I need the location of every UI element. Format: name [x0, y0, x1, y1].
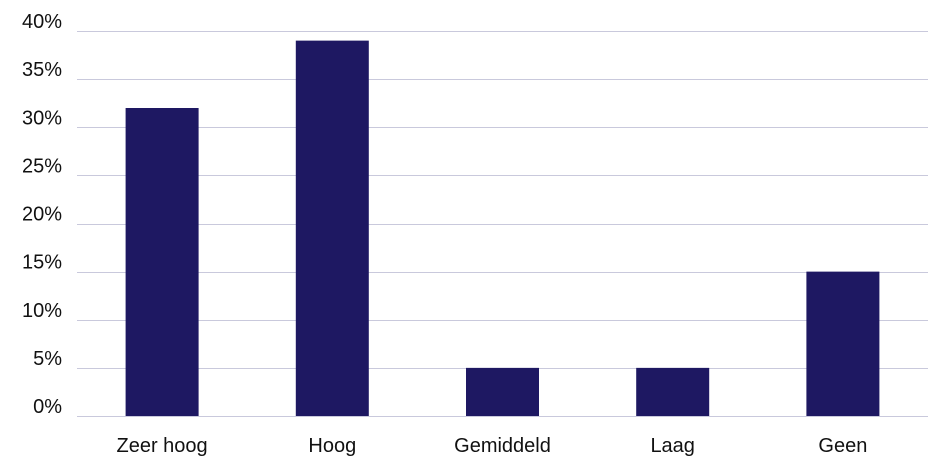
y-tick-label: 35% — [22, 59, 62, 81]
y-tick-label: 25% — [22, 155, 62, 177]
x-tick-label: Geen — [818, 435, 867, 456]
y-tick-label: 15% — [22, 252, 62, 274]
x-axis-tick-labels: Zeer hoog Hoog Gemiddeld Laag Geen — [117, 435, 868, 456]
y-tick-label: 10% — [22, 300, 62, 322]
bar-gemiddeld — [466, 367, 539, 416]
x-tick-label: Laag — [650, 435, 695, 456]
x-tick-label: Zeer hoog — [117, 435, 208, 456]
y-tick-label: 30% — [22, 107, 62, 129]
bar-zeer-hoog — [125, 108, 199, 416]
y-tick-label: 20% — [22, 204, 62, 226]
bar-hoog — [295, 40, 369, 416]
y-tick-label: 40% — [22, 11, 62, 33]
y-tick-label: 5% — [33, 348, 62, 370]
y-tick-label: 0% — [33, 396, 62, 418]
bars — [125, 40, 880, 416]
x-tick-label: Hoog — [308, 435, 356, 456]
x-tick-label: Gemiddeld — [454, 435, 551, 456]
y-axis-tick-labels: 0% 5% 10% 15% 20% 25% 30% 35% 40% — [22, 11, 62, 418]
gridlines — [77, 31, 928, 417]
bar-laag — [636, 367, 710, 416]
bar-geen — [806, 271, 880, 416]
